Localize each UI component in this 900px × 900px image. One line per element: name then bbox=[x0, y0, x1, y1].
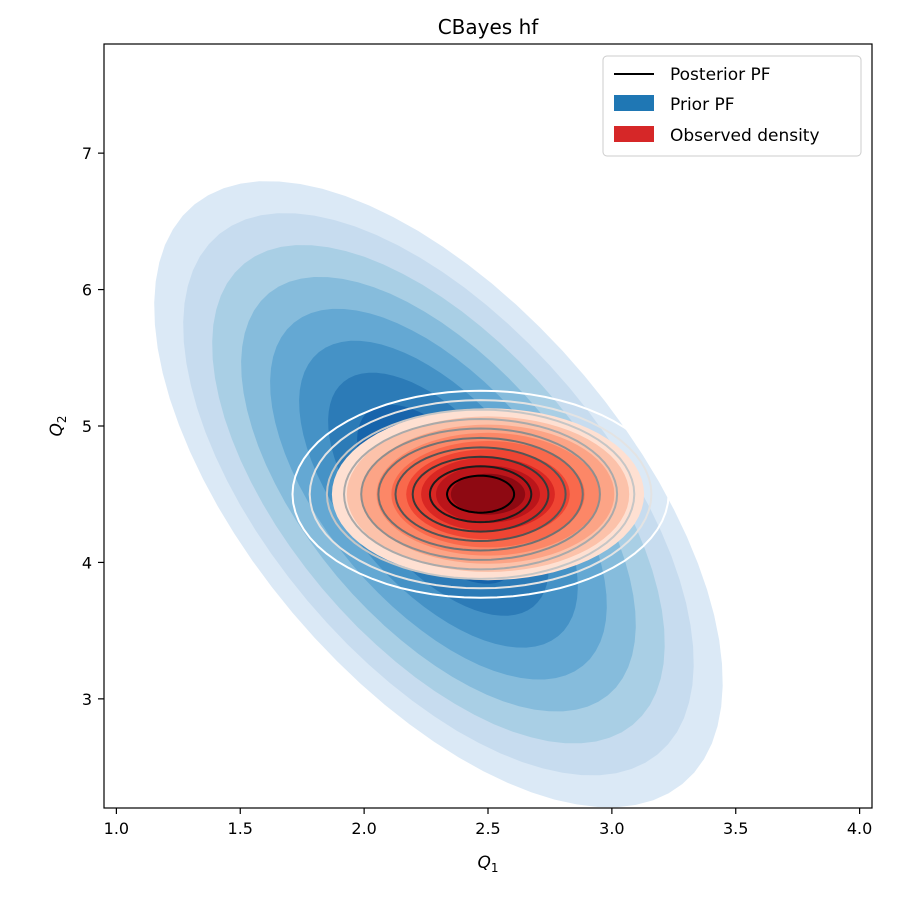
posterior-contour-line bbox=[428, 465, 533, 524]
x-tick-label: 1.0 bbox=[104, 819, 129, 838]
y-tick-label: 3 bbox=[82, 690, 92, 709]
y-axis: 3 4 5 6 7 bbox=[82, 144, 104, 709]
x-tick-label: 1.5 bbox=[228, 819, 253, 838]
posterior-contour-line bbox=[291, 389, 670, 599]
x-tick-label: 4.0 bbox=[847, 819, 872, 838]
y-tick-label: 6 bbox=[82, 281, 92, 300]
legend-label-observed-density: Observed density bbox=[670, 126, 820, 146]
legend: Posterior PF Prior PF Observed density bbox=[602, 55, 862, 157]
x-tick-label: 3.5 bbox=[723, 819, 748, 838]
y-tick-label: 4 bbox=[82, 553, 92, 572]
posterior-contour-line bbox=[445, 474, 516, 514]
legend-swatch-observed-density bbox=[614, 126, 654, 142]
x-axis-label: Q1 bbox=[477, 853, 498, 875]
y-axis-label: Q2 bbox=[47, 415, 69, 436]
legend-label-posterior-pf: Posterior PF bbox=[670, 65, 771, 85]
y-tick-label: 5 bbox=[82, 417, 92, 436]
posterior-contour-line bbox=[411, 455, 550, 533]
x-axis: 1.0 1.5 2.0 2.5 3.0 3.5 4.0 bbox=[104, 808, 872, 838]
legend-box bbox=[602, 55, 862, 157]
observed-contour-level bbox=[450, 473, 526, 515]
x-tick-label: 2.5 bbox=[475, 819, 500, 838]
y-tick-label: 7 bbox=[82, 144, 92, 163]
x-tick-label: 2.0 bbox=[351, 819, 376, 838]
x-tick-label: 3.0 bbox=[599, 819, 624, 838]
posterior-contour-line bbox=[377, 436, 584, 552]
posterior-contour-line bbox=[394, 446, 567, 543]
chart-title: CBayes hf bbox=[438, 15, 540, 39]
posterior-contour-line bbox=[360, 427, 601, 561]
posterior-contour-line bbox=[308, 399, 653, 590]
posterior-contour-line bbox=[342, 417, 619, 571]
plot-area bbox=[154, 181, 723, 808]
posterior-contour-line bbox=[325, 408, 636, 580]
legend-swatch-prior-pf bbox=[614, 95, 654, 111]
legend-label-prior-pf: Prior PF bbox=[670, 95, 735, 115]
posterior-pf-contours bbox=[291, 389, 670, 599]
